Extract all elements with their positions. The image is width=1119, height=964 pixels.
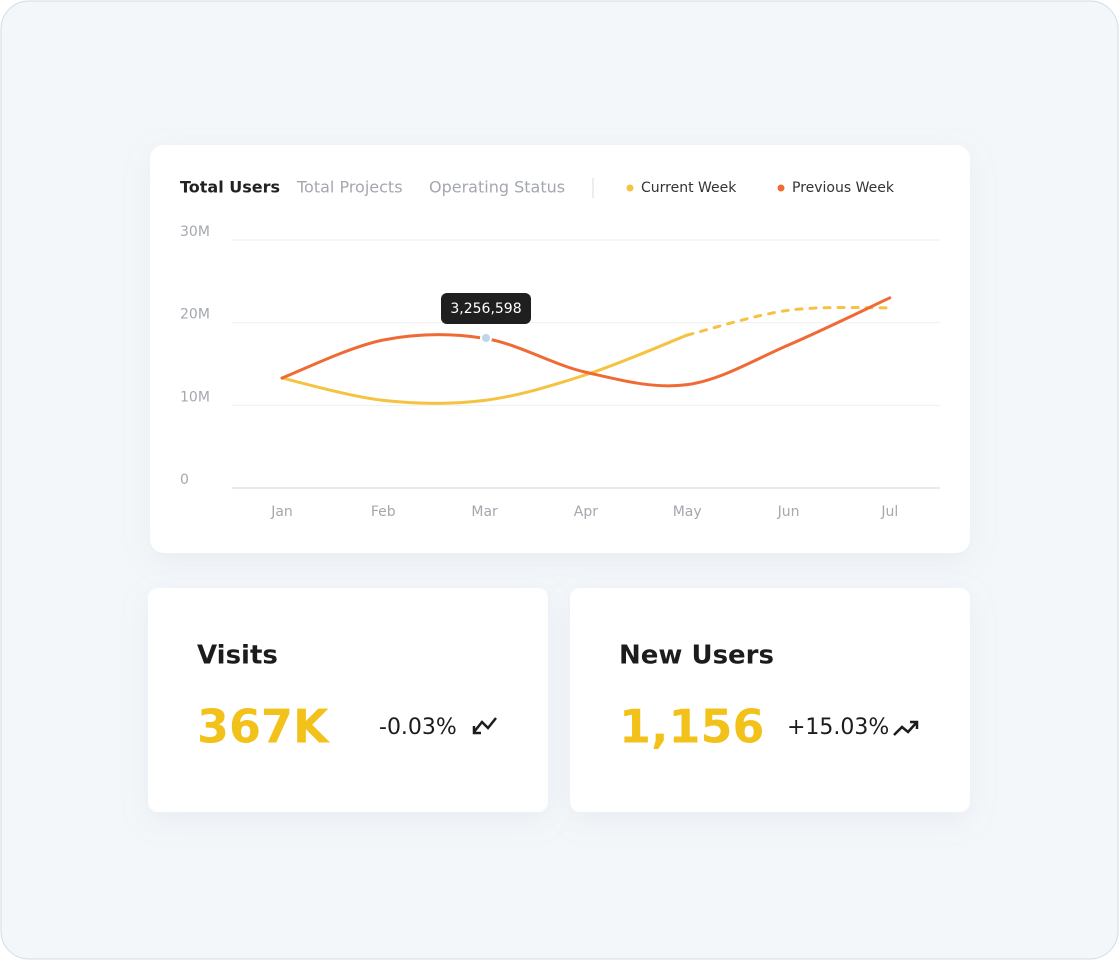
- legend-label: Previous Week: [792, 180, 895, 196]
- y-tick-label: 0: [180, 472, 189, 488]
- chart-card: [150, 145, 970, 553]
- trend-arrow: [472, 726, 481, 735]
- plot: 0 10M 20M 30M Jan Feb Mar Apr May Jun Jul Current W…: [180, 180, 940, 520]
- x-tick-label: Feb: [371, 504, 396, 520]
- card-value: 367K: [197, 700, 331, 754]
- y-tick-label: 10M: [180, 389, 210, 405]
- x-tick-label: Mar: [471, 504, 498, 520]
- legend-dot: [777, 184, 785, 192]
- card-value: 1,156: [619, 700, 765, 754]
- card-title: New Users: [619, 641, 774, 671]
- card-change: -0.03%: [379, 715, 457, 740]
- tooltip-text: 3,256,598: [450, 301, 521, 317]
- y-tick-label: 30M: [180, 224, 210, 240]
- card-title: Visits: [197, 641, 278, 671]
- x-tick-label: Jul: [880, 504, 898, 520]
- trend-arrow: [910, 720, 919, 729]
- tooltip-point: [480, 332, 492, 344]
- trend-down-icon: [473, 717, 497, 733]
- y-tick-label: 20M: [180, 307, 210, 323]
- x-tick-label: Jun: [777, 504, 800, 520]
- tab[interactable]: Total Projects: [296, 178, 403, 197]
- new-users-card: [570, 588, 970, 812]
- visits-card: [148, 588, 548, 812]
- legend-dot: [626, 184, 634, 192]
- x-tick-label: Apr: [574, 504, 598, 520]
- tab-active[interactable]: Total Users: [180, 178, 280, 197]
- legend-label: Current Week: [641, 180, 737, 196]
- x-tick-label: May: [673, 504, 702, 520]
- line-series: [280, 333, 689, 405]
- card-change: +15.03%: [787, 715, 889, 740]
- line-series: [280, 296, 892, 388]
- tooltip-box: [441, 293, 531, 324]
- tab[interactable]: Operating Status: [429, 178, 565, 197]
- x-tick-label: Jan: [270, 504, 293, 520]
- trend-up-icon: [893, 721, 918, 736]
